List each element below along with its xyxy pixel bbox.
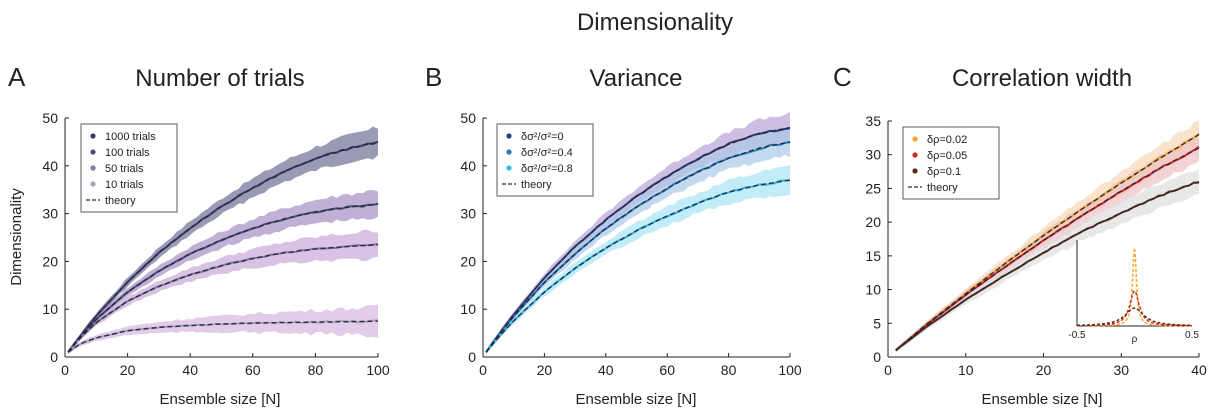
panel-c-legend-label-0: δρ=0.02 (927, 134, 967, 146)
panel-b-theory-2 (485, 179, 791, 353)
panel-b-theory-0 (485, 126, 791, 353)
panel-a-legend-marker-1 (90, 149, 96, 155)
panel-a-theory-0 (67, 141, 379, 353)
inset-xlabel: ρ (1132, 334, 1138, 345)
panel-a-legend-label-2: 50 trials (105, 163, 144, 175)
panel-b-theory-1 (485, 141, 791, 353)
panel-c-letter: C (833, 62, 852, 92)
panel-c-xtick-label-4: 40 (1191, 362, 1207, 378)
panel-b-xtick-label-3: 60 (659, 362, 675, 378)
panel-a-series-2 (67, 243, 379, 353)
panel-c-theory-1 (895, 147, 1200, 351)
panel-c-ytick-label-7: 35 (865, 113, 881, 129)
figure-suptitle: Dimensionality (577, 9, 733, 36)
panel-a-xtick-label-3: 60 (245, 362, 261, 378)
panel-a-ytick-label-1: 10 (42, 301, 58, 317)
panel-a-ytick-label-4: 40 (42, 158, 58, 174)
panel-a-theory-1 (67, 203, 379, 353)
panel-c-ytick-label-1: 5 (873, 315, 881, 331)
inset-curve-2 (1077, 307, 1192, 327)
panel-b-xtick-label-1: 20 (537, 362, 553, 378)
panel-c-legend-marker-2 (912, 168, 918, 174)
panel-a-xtick-label-2: 40 (182, 362, 198, 378)
panel-a-ytick-label-0: 0 (50, 349, 58, 365)
panel-a-band-3 (68, 304, 378, 355)
panel-b-xtick-label-2: 40 (598, 362, 614, 378)
inset-xtick-label-1: 0.5 (1185, 330, 1199, 341)
panel-a: A Number of trials Ensemble size [N] Dim… (8, 62, 390, 408)
panel-a-legend-label-1: 100 trials (105, 147, 150, 159)
panel-c-legend-theory-label: theory (927, 182, 958, 194)
panel-a-legend-marker-0 (90, 133, 96, 139)
panel-b-ytick-label-3: 30 (460, 206, 476, 222)
panel-c: C Correlation width Ensemble size [N] 0 1… (833, 62, 1207, 408)
panel-c-ytick-label-4: 20 (865, 214, 881, 230)
panel-b-letter: B (425, 62, 442, 92)
panel-c-legend-label-1: δρ=0.05 (927, 150, 967, 162)
panel-a-legend (80, 123, 178, 213)
panel-c-legend-marker-0 (912, 136, 918, 142)
panel-c-xtick-label-0: 0 (884, 362, 892, 378)
panel-a-letter: A (8, 62, 26, 92)
panel-b-xlabel: Ensemble size [N] (576, 391, 697, 408)
panel-a-ylabel: Dimensionality (8, 188, 25, 286)
panel-b-legend-label-0: δσ²/σ²=0 (521, 131, 564, 143)
panel-c-series-2 (895, 181, 1199, 352)
panel-c-ytick-label-3: 15 (865, 248, 881, 264)
panel-b-ytick-label-1: 10 (460, 301, 476, 317)
panel-a-legend-marker-2 (90, 165, 96, 171)
panel-a-legend-theory-label: theory (105, 195, 136, 207)
inset-xtick-label-0: -0.5 (1068, 330, 1086, 341)
panel-c-xtick-label-1: 10 (958, 362, 974, 378)
panel-a-series-3 (67, 319, 379, 354)
panel-a-legend-label-3: 10 trials (105, 179, 144, 191)
panel-a-xtick-label-4: 80 (308, 362, 324, 378)
panel-b-legend-theory-label: theory (521, 179, 552, 191)
panel-c-title: Correlation width (952, 65, 1132, 92)
panel-a-ytick-label-3: 30 (42, 206, 58, 222)
panel-a-legend-label-0: 1000 trials (105, 131, 156, 143)
panel-b-legend-marker-2 (506, 165, 512, 171)
inset-background (1077, 240, 1192, 326)
panel-b-legend-marker-1 (506, 149, 512, 155)
panel-a-legend-marker-3 (90, 181, 96, 187)
panel-b-legend-label-1: δσ²/σ²=0.4 (521, 147, 573, 159)
panel-c-ytick-label-0: 0 (873, 349, 881, 365)
panel-c-ytick-label-2: 10 (865, 282, 881, 298)
panel-c-ytick-label-5: 25 (865, 180, 881, 196)
panel-c-theory-0 (895, 133, 1200, 351)
panel-a-xtick-label-0: 0 (61, 362, 69, 378)
panel-c-xtick-label-2: 20 (1036, 362, 1052, 378)
panel-b-legend (496, 123, 594, 197)
panel-c-xlabel: Ensemble size [N] (982, 391, 1103, 408)
panel-c-xtick-label-3: 30 (1113, 362, 1129, 378)
panel-b-ytick-label-0: 0 (468, 349, 476, 365)
panel-b-xtick-label-5: 100 (778, 362, 802, 378)
panel-c-ytick-label-6: 30 (865, 147, 881, 163)
panel-b-ytick-label-2: 20 (460, 253, 476, 269)
panel-a-ytick-label-2: 20 (42, 253, 58, 269)
panel-a-xlabel: Ensemble size [N] (160, 391, 281, 408)
panel-a-ytick-label-5: 50 (42, 110, 58, 126)
panel-b-title: Variance (590, 65, 683, 92)
panel-c-band-2 (895, 169, 1199, 353)
panel-b-legend-marker-0 (506, 133, 512, 139)
panel-b-xtick-label-0: 0 (479, 362, 487, 378)
panel-b-xtick-label-4: 80 (721, 362, 737, 378)
panel-c-legend-marker-1 (912, 152, 918, 158)
panel-b-ytick-label-5: 50 (460, 110, 476, 126)
panel-c-legend (902, 126, 1000, 200)
panel-a-xtick-label-1: 20 (120, 362, 136, 378)
panel-a-band-2 (68, 229, 378, 354)
panel-b: B Variance Ensemble size [N] 0 20 40 60 80 10… (425, 62, 802, 408)
panel-a-xtick-label-5: 100 (366, 362, 390, 378)
panel-a-title: Number of trials (135, 65, 304, 92)
panel-c-legend-label-2: δρ=0.1 (927, 166, 961, 178)
panel-b-ytick-label-4: 40 (460, 158, 476, 174)
panel-b-legend-label-2: δσ²/σ²=0.8 (521, 163, 573, 175)
